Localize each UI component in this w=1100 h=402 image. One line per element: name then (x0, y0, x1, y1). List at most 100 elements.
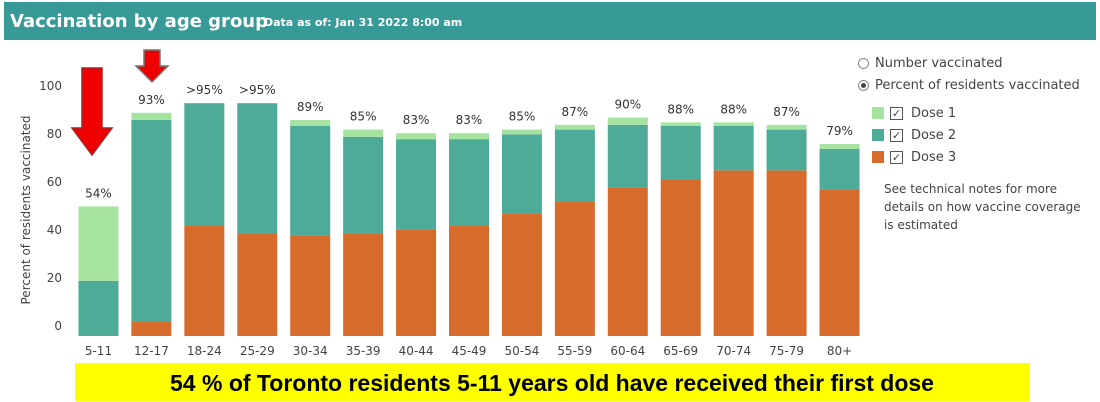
total-label: >95% (239, 83, 276, 97)
bar-segment (290, 126, 331, 236)
bar-segment (660, 122, 701, 126)
bar-segment (766, 124, 807, 130)
bar-segment (290, 120, 331, 126)
y-tick-label: 0 (54, 319, 62, 333)
total-label: 54% (85, 186, 112, 200)
bar-segment (766, 129, 807, 171)
bar-segment (343, 136, 384, 234)
bar-segment (237, 234, 278, 336)
bar-segment (449, 139, 489, 226)
legend-swatch (872, 107, 884, 119)
bar-segment (131, 321, 172, 336)
bar-segment (343, 129, 384, 137)
x-tick-label: 60-64 (610, 344, 645, 358)
bar-segment (78, 206, 119, 281)
total-label: 90% (614, 98, 641, 112)
bar-segment (131, 120, 172, 322)
radio-label: Number vaccinated (875, 55, 1003, 71)
bar-segment (554, 124, 595, 130)
radio-label: Percent of residents vaccinated (875, 77, 1080, 93)
y-tick-label: 80 (47, 127, 62, 141)
legend-item[interactable]: ✓ Dose 1 (872, 102, 1080, 124)
bar-segment (290, 235, 331, 336)
bar-segment (660, 180, 701, 336)
bar-segment (713, 170, 754, 336)
bar-segment (819, 144, 860, 149)
legend: Number vaccinated Percent of residents v… (858, 52, 1080, 168)
x-tick-label: 75-79 (769, 344, 804, 358)
x-tick-label: 65-69 (663, 344, 698, 358)
legend-label: Dose 1 (911, 105, 957, 121)
legend-swatch (872, 129, 884, 141)
checkbox[interactable]: ✓ (890, 128, 903, 142)
bar-segment (607, 187, 648, 336)
caption-banner (75, 363, 1030, 401)
series-legend: ✓ Dose 1 ✓ Dose 2 ✓ Dose 3 (858, 102, 1080, 168)
bar-segment (607, 117, 648, 125)
checkbox[interactable]: ✓ (890, 150, 903, 164)
bar-segment (184, 103, 225, 226)
total-label: 87% (562, 105, 589, 119)
legend-label: Dose 3 (911, 149, 957, 165)
bar-segment (501, 129, 542, 135)
x-tick-label: 5-11 (85, 344, 112, 358)
bar-segment (237, 103, 278, 234)
bar-segment (501, 134, 542, 214)
bar-segment (554, 201, 595, 336)
checkbox[interactable]: ✓ (890, 106, 903, 120)
total-label: 83% (403, 113, 430, 127)
total-label: 85% (350, 110, 377, 124)
total-label: 88% (667, 102, 694, 116)
legend-label: Dose 2 (911, 127, 957, 143)
total-label: 79% (826, 124, 853, 138)
total-label: 87% (773, 105, 800, 119)
note: See technical notes for more details on … (884, 182, 1081, 232)
bar-segment (766, 170, 807, 336)
bar-segment (396, 139, 437, 230)
y-tick-label: 40 (47, 223, 62, 237)
legend-item[interactable]: ✓ Dose 3 (872, 146, 1080, 168)
bar-segment (131, 112, 172, 120)
total-label: 83% (456, 113, 483, 127)
arrow (134, 49, 170, 84)
legend-item[interactable]: ✓ Dose 2 (872, 124, 1080, 146)
x-tick-label: 30-34 (293, 344, 328, 358)
radio[interactable] (858, 57, 869, 69)
x-tick-label: 18-24 (187, 344, 222, 358)
bar-segment (396, 229, 437, 336)
total-label: 89% (297, 100, 324, 114)
radio[interactable] (858, 79, 869, 91)
bar-segment (819, 148, 860, 190)
bar-segment (449, 225, 489, 336)
bar-segment (660, 126, 701, 180)
bar-segment (78, 280, 119, 336)
y-tick-label: 100 (39, 79, 62, 93)
x-tick-label: 40-44 (399, 344, 434, 358)
x-tick-label: 50-54 (504, 344, 539, 358)
x-tick-label: 25-29 (240, 344, 275, 358)
bar-segment (449, 133, 489, 140)
x-tick-label: 45-49 (452, 344, 487, 358)
bar-segment (713, 126, 754, 171)
bar-segment (554, 129, 595, 202)
total-label: 85% (509, 110, 536, 124)
x-tick-label: 12-17 (134, 344, 169, 358)
radio-option[interactable]: Percent of residents vaccinated (858, 74, 1080, 96)
total-label: 88% (720, 102, 747, 116)
x-tick-label: 80+ (827, 344, 852, 358)
x-tick-label: 35-39 (346, 344, 381, 358)
y-tick-label: 60 (47, 175, 62, 189)
x-tick-label: 55-59 (557, 344, 592, 358)
x-tick-label: 70-74 (716, 344, 751, 358)
chart-title: Vaccination by age group (10, 11, 268, 32)
header-bar (4, 2, 1096, 40)
bar-segment (607, 124, 648, 188)
radio-option[interactable]: Number vaccinated (858, 52, 1080, 74)
bar-segment (184, 225, 225, 336)
bar-segment (343, 234, 384, 336)
bar-segment (713, 122, 754, 126)
caption: 54 % of Toronto residents 5-11 years old… (170, 370, 934, 396)
chart-subtitle: Data as of: Jan 31 2022 8:00 am (264, 16, 462, 29)
